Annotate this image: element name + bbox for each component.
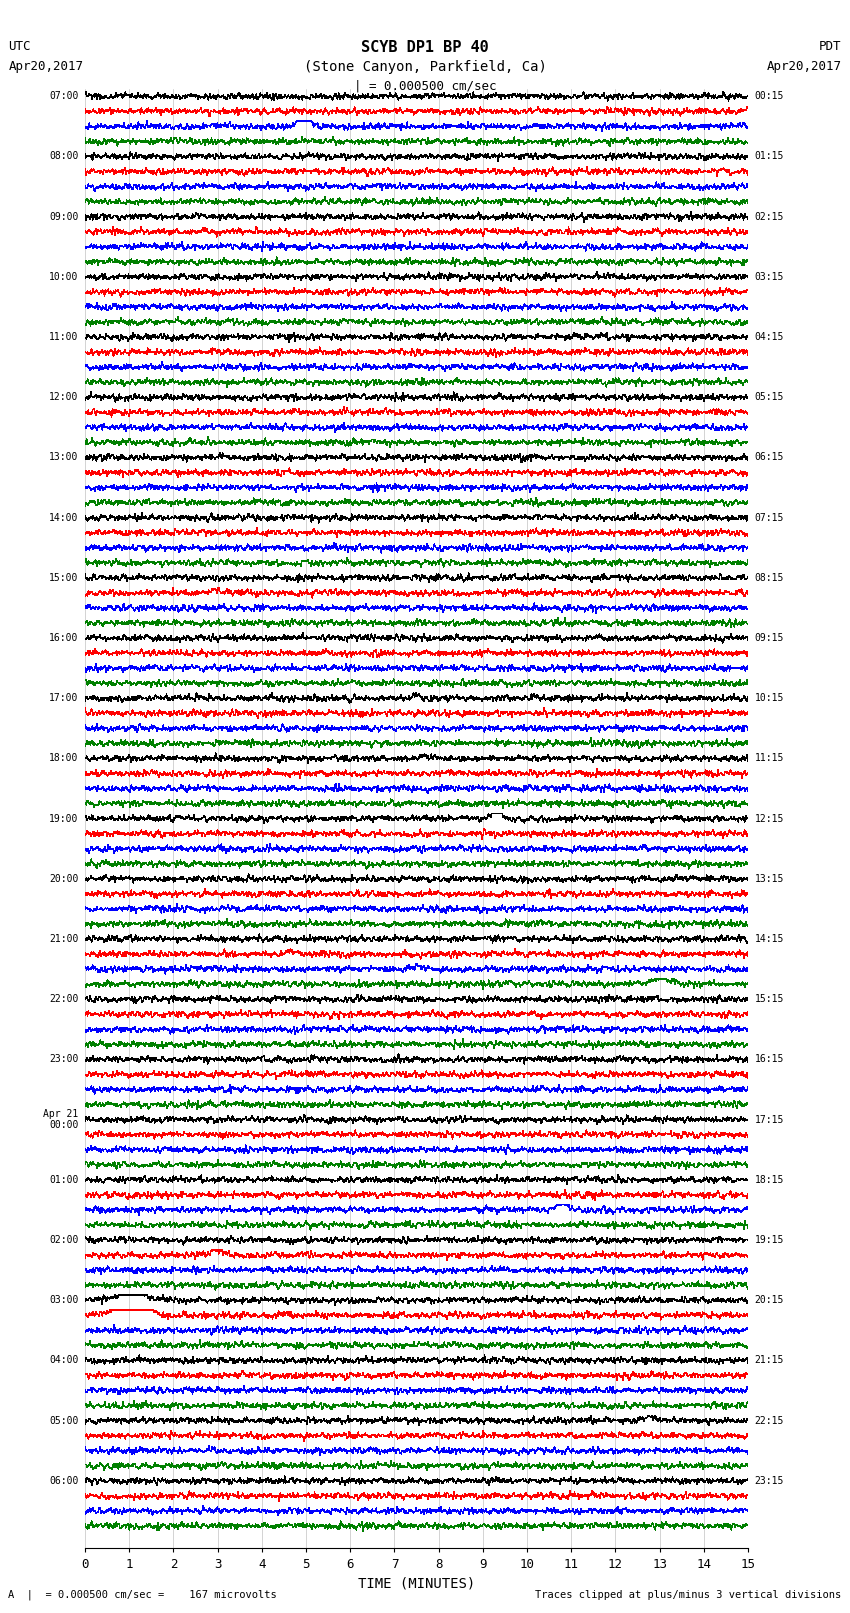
Text: 03:15: 03:15: [755, 273, 784, 282]
Text: 13:00: 13:00: [49, 452, 78, 463]
Text: A  |  = 0.000500 cm/sec =    167 microvolts: A | = 0.000500 cm/sec = 167 microvolts: [8, 1589, 277, 1600]
Text: 19:15: 19:15: [755, 1236, 784, 1245]
Text: 11:15: 11:15: [755, 753, 784, 763]
Text: 05:15: 05:15: [755, 392, 784, 402]
Text: 11:00: 11:00: [49, 332, 78, 342]
Text: 18:15: 18:15: [755, 1174, 784, 1186]
Text: 21:15: 21:15: [755, 1355, 784, 1365]
Text: 01:00: 01:00: [49, 1174, 78, 1186]
Text: 07:00: 07:00: [49, 92, 78, 102]
Text: 15:00: 15:00: [49, 573, 78, 582]
Text: 19:00: 19:00: [49, 813, 78, 824]
Text: 09:00: 09:00: [49, 211, 78, 221]
Text: 12:00: 12:00: [49, 392, 78, 402]
Text: 21:00: 21:00: [49, 934, 78, 944]
X-axis label: TIME (MINUTES): TIME (MINUTES): [358, 1576, 475, 1590]
Text: 13:15: 13:15: [755, 874, 784, 884]
Text: 16:15: 16:15: [755, 1055, 784, 1065]
Text: 14:15: 14:15: [755, 934, 784, 944]
Text: 22:15: 22:15: [755, 1416, 784, 1426]
Text: Traces clipped at plus/minus 3 vertical divisions: Traces clipped at plus/minus 3 vertical …: [536, 1590, 842, 1600]
Text: UTC: UTC: [8, 40, 31, 53]
Text: 15:15: 15:15: [755, 994, 784, 1005]
Text: 06:00: 06:00: [49, 1476, 78, 1486]
Text: 17:15: 17:15: [755, 1115, 784, 1124]
Text: 01:15: 01:15: [755, 152, 784, 161]
Text: 12:15: 12:15: [755, 813, 784, 824]
Text: 08:15: 08:15: [755, 573, 784, 582]
Text: Apr 21
00:00: Apr 21 00:00: [43, 1108, 78, 1131]
Text: 00:15: 00:15: [755, 92, 784, 102]
Text: (Stone Canyon, Parkfield, Ca): (Stone Canyon, Parkfield, Ca): [303, 60, 547, 74]
Text: 17:00: 17:00: [49, 694, 78, 703]
Text: 09:15: 09:15: [755, 632, 784, 644]
Text: 22:00: 22:00: [49, 994, 78, 1005]
Text: 18:00: 18:00: [49, 753, 78, 763]
Text: 04:00: 04:00: [49, 1355, 78, 1365]
Text: 06:15: 06:15: [755, 452, 784, 463]
Text: 16:00: 16:00: [49, 632, 78, 644]
Text: 10:00: 10:00: [49, 273, 78, 282]
Text: 02:15: 02:15: [755, 211, 784, 221]
Text: Apr20,2017: Apr20,2017: [767, 60, 842, 73]
Text: 23:00: 23:00: [49, 1055, 78, 1065]
Text: 04:15: 04:15: [755, 332, 784, 342]
Text: 14:00: 14:00: [49, 513, 78, 523]
Text: SCYB DP1 BP 40: SCYB DP1 BP 40: [361, 40, 489, 55]
Text: | = 0.000500 cm/sec: | = 0.000500 cm/sec: [354, 79, 496, 92]
Text: 10:15: 10:15: [755, 694, 784, 703]
Text: 23:15: 23:15: [755, 1476, 784, 1486]
Text: 03:00: 03:00: [49, 1295, 78, 1305]
Text: 02:00: 02:00: [49, 1236, 78, 1245]
Text: 20:15: 20:15: [755, 1295, 784, 1305]
Text: PDT: PDT: [819, 40, 842, 53]
Text: 08:00: 08:00: [49, 152, 78, 161]
Text: 20:00: 20:00: [49, 874, 78, 884]
Text: Apr20,2017: Apr20,2017: [8, 60, 83, 73]
Text: 07:15: 07:15: [755, 513, 784, 523]
Text: 05:00: 05:00: [49, 1416, 78, 1426]
